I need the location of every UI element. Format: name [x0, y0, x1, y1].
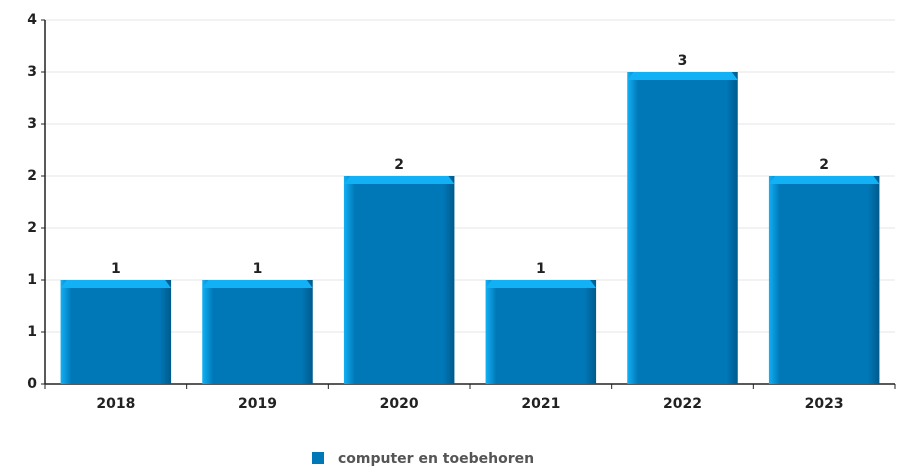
data-label: 1 — [536, 261, 546, 277]
x-tick-label: 2018 — [96, 396, 135, 412]
x-tick-label: 2021 — [521, 396, 560, 412]
x-tick-label: 2019 — [238, 396, 277, 412]
y-tick-label: 2 — [27, 168, 37, 184]
y-tick-label: 2 — [27, 220, 37, 236]
data-label: 3 — [678, 53, 688, 69]
y-tick-label: 4 — [27, 12, 37, 28]
x-tick-label: 2023 — [805, 396, 844, 412]
y-tick-label: 1 — [27, 272, 37, 288]
y-tick-label: 1 — [27, 324, 37, 340]
bar-cap — [202, 280, 313, 288]
bar — [202, 280, 313, 384]
data-label: 1 — [111, 261, 121, 277]
y-tick-label: 3 — [27, 64, 37, 80]
y-tick-label: 0 — [27, 376, 37, 392]
bar-cap — [343, 176, 455, 184]
bar — [60, 280, 172, 384]
data-label: 2 — [394, 157, 404, 173]
bar-cap — [627, 72, 738, 80]
bar — [485, 280, 597, 384]
bar — [768, 176, 880, 384]
bar — [343, 176, 455, 384]
bar-cap — [485, 280, 597, 288]
x-tick-label: 2022 — [663, 396, 702, 412]
data-label: 2 — [819, 157, 829, 173]
bar — [627, 72, 738, 384]
x-tick-label: 2020 — [380, 396, 419, 412]
legend-label: computer en toebehoren — [338, 451, 534, 467]
data-label: 1 — [253, 261, 263, 277]
bar-cap — [60, 280, 172, 288]
y-tick-label: 3 — [27, 116, 37, 132]
bar-cap — [768, 176, 880, 184]
legend-swatch — [312, 452, 324, 464]
